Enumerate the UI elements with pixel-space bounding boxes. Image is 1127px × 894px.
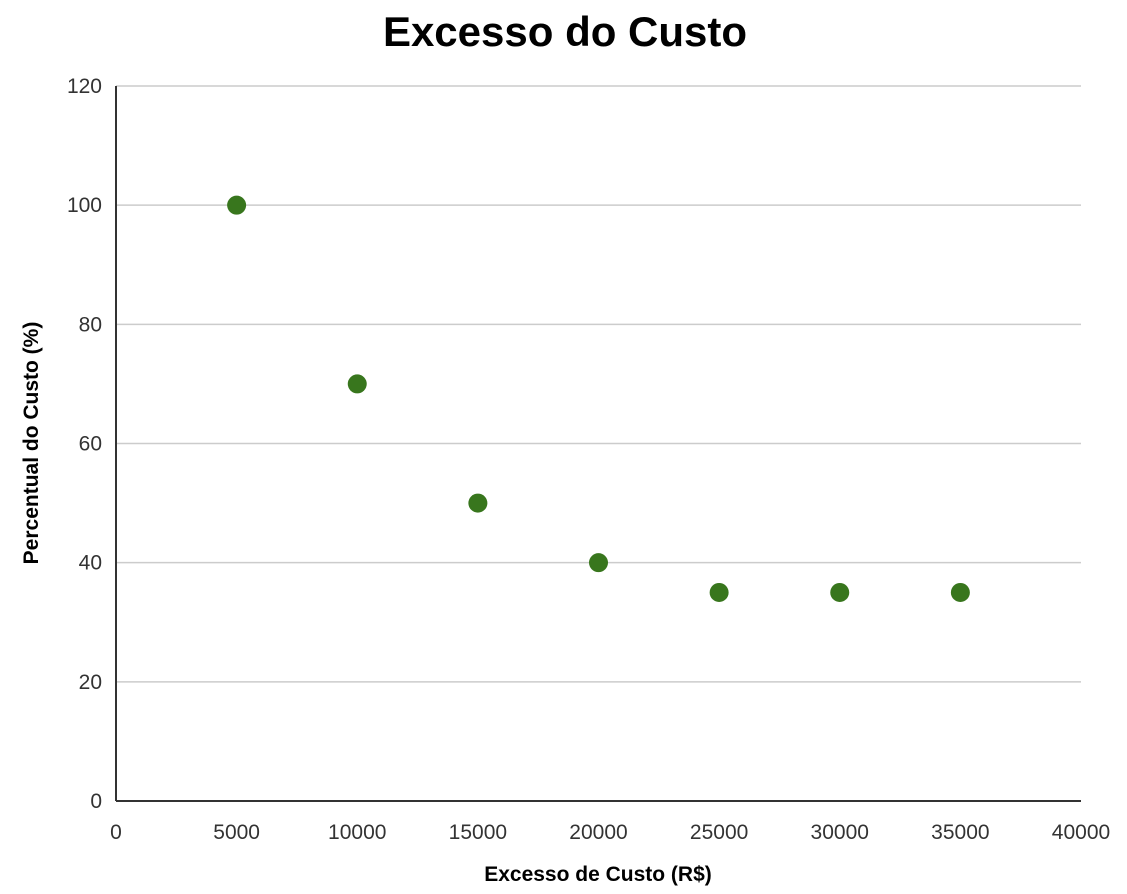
chart-title: Excesso do Custo xyxy=(383,8,747,55)
x-tick-label: 35000 xyxy=(931,821,989,844)
y-tick-label: 20 xyxy=(79,671,102,694)
data-points xyxy=(227,195,970,602)
y-axis-ticks: 0 20 40 60 80 100 120 xyxy=(67,75,102,813)
y-tick-label: 0 xyxy=(90,790,102,813)
x-tick-label: 30000 xyxy=(811,821,869,844)
data-point xyxy=(468,493,488,513)
gridlines xyxy=(116,85,1081,683)
y-axis-title: Percentual do Custo (%) xyxy=(20,322,43,565)
x-tick-label: 10000 xyxy=(328,821,386,844)
y-tick-label: 120 xyxy=(67,75,102,98)
x-tick-label: 5000 xyxy=(213,821,260,844)
y-tick-label: 40 xyxy=(79,552,102,575)
data-point xyxy=(709,582,729,602)
y-tick-label: 80 xyxy=(79,313,102,336)
x-tick-label: 0 xyxy=(110,821,122,844)
y-tick-label: 60 xyxy=(79,433,102,456)
x-tick-label: 20000 xyxy=(569,821,627,844)
data-point xyxy=(830,582,850,602)
data-point xyxy=(347,374,367,394)
data-point xyxy=(950,582,970,602)
x-tick-label: 40000 xyxy=(1052,821,1110,844)
data-point xyxy=(589,553,608,573)
y-tick-label: 100 xyxy=(67,194,102,217)
x-axis-title: Excesso de Custo (R$) xyxy=(484,863,712,886)
x-axis-ticks: 0 5000 10000 15000 20000 25000 30000 35000 40000 xyxy=(110,821,1110,844)
data-point xyxy=(227,195,247,215)
x-tick-label: 25000 xyxy=(690,821,748,844)
x-tick-label: 15000 xyxy=(449,821,507,844)
